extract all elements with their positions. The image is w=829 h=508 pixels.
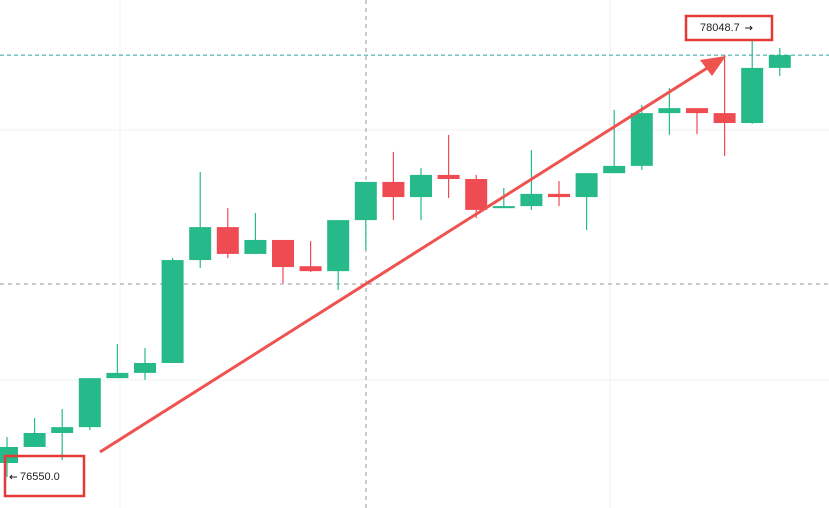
candle-body [161, 260, 184, 363]
candle-body [78, 378, 101, 428]
high-label: 78048.7 [700, 22, 740, 34]
label-arrow [9, 474, 17, 480]
trend-arrow [99, 56, 726, 454]
highlight-box [684, 14, 774, 42]
candle-body [465, 178, 488, 210]
candle-body [106, 372, 129, 379]
label-box [692, 20, 766, 36]
candle-body [189, 227, 212, 261]
candle-body [244, 239, 267, 254]
candle-body [437, 174, 460, 179]
candle-body [603, 165, 626, 174]
label-box [8, 469, 66, 485]
candle-body [299, 266, 322, 272]
candle-body [630, 113, 653, 166]
candle-body [354, 181, 377, 221]
candle-body [741, 67, 764, 124]
candle-body [520, 193, 543, 207]
highlight-box [3, 454, 86, 498]
candle-body [575, 173, 598, 198]
candle-body [686, 108, 708, 114]
candle-body [23, 432, 46, 447]
candle-body [492, 206, 515, 209]
candle-body [216, 227, 239, 254]
candle-body [272, 239, 294, 268]
candle-body [548, 193, 570, 198]
candle-body [382, 181, 405, 198]
candle-body [51, 427, 74, 433]
candle-body [327, 220, 350, 272]
candle-body [410, 174, 432, 198]
plot: 78048.7 76550.0 [0, 14, 829, 498]
low-label: 76550.0 [20, 471, 60, 483]
candle-body [134, 362, 156, 373]
candle-body [713, 113, 736, 124]
candle-body [768, 55, 791, 68]
candle-body [658, 108, 681, 114]
label-arrow [745, 25, 753, 31]
